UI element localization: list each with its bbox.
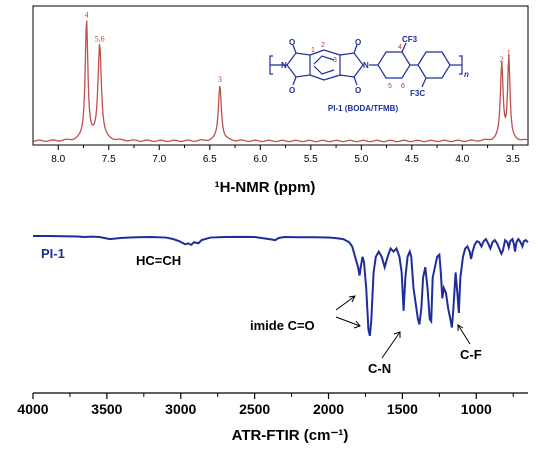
nmr-peak-label-1: 5,6: [95, 34, 105, 43]
cf3-bond-1: [401, 42, 407, 53]
group-cf3-top: CF3: [402, 35, 418, 44]
annotation-c-n: C-N: [368, 361, 391, 376]
atom-n-left: N: [281, 61, 287, 70]
left-imide-ring: [286, 52, 311, 78]
arrow-c-n: [381, 331, 401, 359]
arrow-imide-2-head: [353, 320, 361, 329]
ftir-tick-label-1: 3500: [91, 401, 122, 417]
right-imide-ring: [339, 52, 364, 78]
annotation-c-f: C-F: [460, 347, 482, 362]
ftir-tick-label-3: 2500: [239, 401, 270, 417]
nmr-tick-label-3: 6.5: [203, 154, 217, 165]
left-carbonyl-bottom: [292, 76, 297, 86]
nmr-tick-label-1: 7.5: [102, 154, 116, 165]
ftir-tick-label-5: 1500: [387, 401, 418, 417]
bicyclo-bridge: [313, 55, 335, 75]
arrow-imide-1: [335, 295, 356, 311]
nmr-plot-frame: [32, 5, 529, 146]
nmr-tick-label-8: 4.0: [455, 154, 469, 165]
arrow-c-f-head: [457, 324, 464, 331]
right-carbonyl-top: [353, 44, 358, 54]
structure-pos-6: 6: [401, 83, 405, 90]
nmr-tick-label-9: 3.5: [506, 154, 520, 165]
polymer-name: PI-1 (BODA/TFMB): [328, 104, 399, 113]
structure-pos-4: 4: [398, 44, 402, 51]
structure-pos-3: 3: [333, 57, 337, 64]
atom-o-top-left: O: [289, 38, 295, 47]
repeat-unit-n: n: [464, 70, 469, 79]
phenyl-ring-2: [417, 51, 451, 79]
annotation-imide-co: imide C=O: [250, 318, 315, 333]
arrow-c-f: [457, 324, 471, 345]
nmr-tick-label-5: 5.5: [304, 154, 318, 165]
nmr-tick-label-6: 5.0: [354, 154, 368, 165]
group-f3c-bottom: F3C: [410, 89, 425, 98]
phenyl-ring-1: [377, 51, 411, 79]
annotation-hc-ch: HC=CH: [136, 253, 181, 268]
atom-n-right: N: [363, 61, 369, 70]
left-carbonyl-top: [292, 44, 297, 54]
atom-o-bottom-right: O: [355, 86, 361, 95]
ftir-tick-label-0: 4000: [17, 401, 48, 417]
ftir-x-axis-label: ATR-FTIR (cm⁻¹): [232, 427, 349, 444]
nmr-tick-label-2: 7.0: [152, 154, 166, 165]
ftir-tick-label-2: 3000: [165, 401, 196, 417]
structure-right-bracket: [459, 55, 463, 75]
ftir-series-label: PI-1: [41, 246, 65, 261]
nmr-tick-label-7: 4.5: [405, 154, 419, 165]
arrow-imide-1-head: [348, 295, 356, 303]
bicyclo-core: [309, 49, 341, 81]
nmr-tick-label-0: 8.0: [51, 154, 65, 165]
nmr-peak-label-2: 3: [218, 75, 222, 84]
nmr-peak-label-3: 2: [500, 55, 504, 64]
atom-o-top-right: O: [355, 38, 361, 47]
ftir-tick-label-4: 2000: [313, 401, 344, 417]
nmr-peak-label-0: 4: [85, 10, 89, 19]
nmr-tick-label-4: 6.0: [253, 154, 267, 165]
ftir-panel: 4000 3500 3000 2500 2000 1500 1000 PI-1 HC=CH …: [17, 235, 529, 444]
ftir-tick-label-6: 1000: [461, 401, 492, 417]
atom-o-bottom-left: O: [289, 86, 295, 95]
structure-pos-5: 5: [388, 83, 392, 90]
structure-pos-2: 2: [321, 42, 325, 49]
structure-pos-1: 1: [311, 47, 315, 54]
nmr-x-ticks: 8.0 7.5 7.0 6.5 6.0 5.5 5.0 4.5 4.0 3.5: [51, 145, 520, 165]
arrow-c-n-head: [393, 331, 401, 338]
nmr-spectrum-line: [32, 20, 529, 143]
arrow-imide-2: [335, 316, 361, 327]
ftir-spectrum-line: [33, 235, 529, 337]
right-carbonyl-bottom: [353, 76, 358, 86]
nmr-x-axis-label: ¹H-NMR (ppm): [215, 179, 316, 196]
annotation-arrows: [335, 295, 471, 359]
nmr-peak-label-4: 1: [507, 48, 511, 57]
ftir-x-ticks: 4000 3500 3000 2500 2000 1500 1000: [17, 393, 514, 417]
chemical-structure: [269, 42, 463, 88]
cf3-bond-2: [421, 77, 427, 88]
